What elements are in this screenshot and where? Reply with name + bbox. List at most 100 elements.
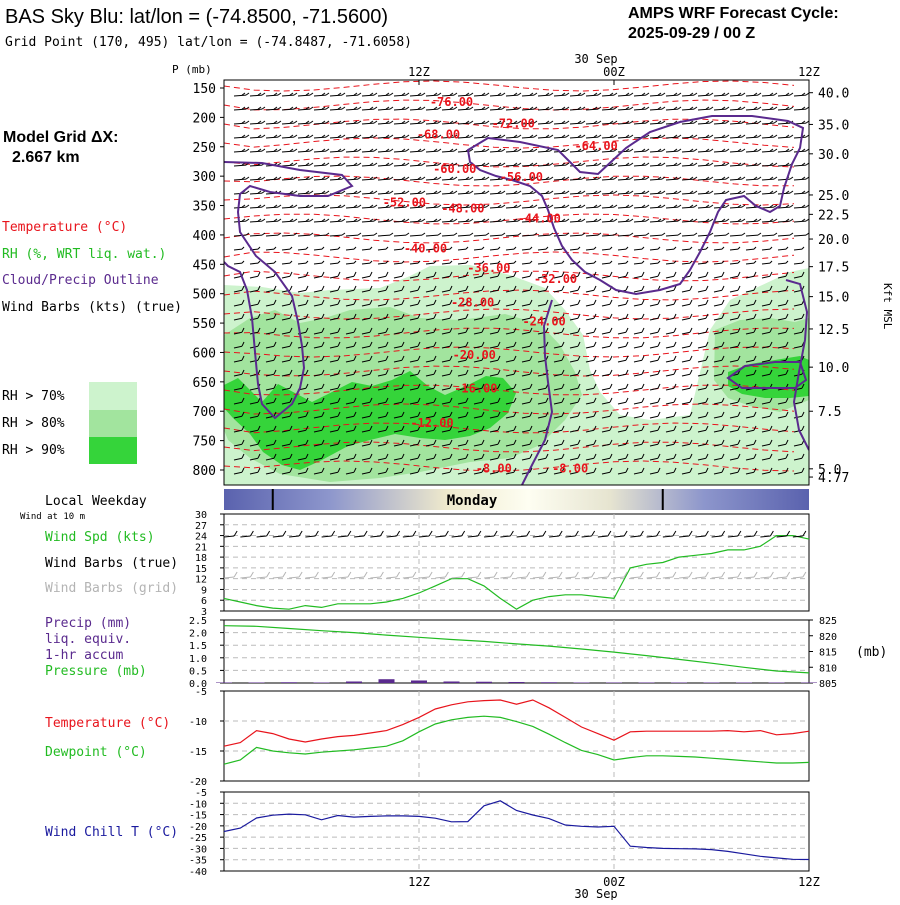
isotherm-label: -40.00 (404, 241, 447, 255)
wind-barb (393, 150, 407, 153)
wind-barb-flag (373, 176, 378, 180)
wind-barb-flag (609, 369, 613, 375)
wind-barb-flag (549, 204, 554, 208)
wind-barb (489, 275, 499, 279)
wind-barb-flag (581, 120, 586, 124)
wind-barb-flag (497, 92, 502, 96)
wind-barb (297, 192, 311, 195)
wind-barb-flag (741, 120, 746, 124)
wind-barb-flag (769, 453, 773, 459)
wind-barb (489, 262, 499, 265)
wind-barb (649, 429, 659, 433)
wind-barb-flag (417, 397, 421, 403)
wind-barb-grid (630, 576, 641, 579)
wind-barb-flag (437, 92, 442, 96)
wind-barb (681, 94, 695, 97)
wind-barb-flag (417, 92, 422, 96)
wind-barb-flag (689, 106, 694, 110)
wind-barb (281, 178, 295, 181)
wind-barb-flag (321, 190, 326, 194)
wind-barb-flag (433, 425, 437, 431)
wind-barb (745, 317, 755, 321)
isotherm-line (224, 99, 795, 111)
wind-barb-flag (469, 218, 474, 222)
wind-barb-flag (453, 176, 458, 180)
wind-barb (489, 206, 503, 209)
wind-barb-flag (773, 134, 778, 138)
wind-barb-flag (597, 134, 602, 138)
wind-barb-flag (497, 246, 501, 250)
wind-barb-flag (529, 190, 534, 194)
wind-barb-flag (549, 232, 554, 236)
wind-barb (601, 345, 611, 349)
isotherm-line (224, 441, 795, 453)
wind-barb (729, 122, 743, 125)
wind-barb-flag (401, 327, 405, 333)
wind-barb-flag (417, 383, 421, 389)
wind-barb-flag (321, 176, 326, 180)
wind-barb-flag (545, 439, 549, 445)
pressure-tick-label: 450 (193, 258, 216, 273)
wind-barb (329, 150, 343, 153)
wind-barb-true (695, 535, 706, 538)
precip-liq-label: liq. equiv. (45, 632, 131, 647)
isotherm-label: -32.00 (534, 272, 577, 286)
wind-barb-flag (465, 397, 469, 403)
wind-barb (553, 136, 567, 139)
wind-barb-flag (273, 246, 277, 250)
wind-barb-flag (561, 120, 566, 124)
wind-barb (697, 94, 711, 97)
y-tick-label: 30 (195, 510, 207, 521)
wind-barb-flag (593, 271, 597, 277)
wind-barb (697, 289, 707, 293)
wind-barb (393, 359, 403, 363)
wind-barb-flag (449, 453, 453, 459)
wind-barb-flag (337, 299, 341, 305)
wind-barb (441, 178, 455, 181)
wind-barb-flag (721, 285, 725, 291)
wind-barb-flag (801, 327, 805, 333)
pressure-label: Pressure (mb) (45, 664, 147, 679)
wind-barb-flag (625, 176, 630, 180)
wind-barb (505, 248, 515, 251)
wind-barb-flag (369, 397, 373, 403)
wind-barb-flag (689, 369, 693, 375)
wind-barb (601, 471, 611, 475)
wind-barb-flag (545, 271, 549, 277)
wind-barb (249, 108, 263, 111)
wind-barb-flag (357, 162, 362, 166)
wind-barb (681, 471, 691, 475)
wind-barb-flag (257, 204, 262, 208)
wind-barb (777, 345, 787, 349)
wind-barb-flag (321, 355, 325, 361)
wind-barb-flag (773, 190, 778, 194)
wind-barb (793, 471, 803, 475)
wind-barb-flag (545, 260, 549, 264)
wind-barb-flag (657, 92, 662, 96)
wind-barb (313, 345, 323, 349)
wind-barb (649, 206, 663, 209)
wind-barb (329, 331, 339, 335)
wind-barb (793, 164, 807, 167)
wind-barb-flag (725, 134, 730, 138)
wind-barb-flag (293, 204, 298, 208)
wind-barb-flag (753, 453, 757, 459)
wind-barb-flag (421, 232, 426, 236)
wind-barb (521, 331, 531, 335)
wind-barb (537, 317, 547, 321)
wind-barb-flag (373, 106, 378, 110)
wind-barb-flag (641, 260, 645, 264)
wind-barb (473, 401, 483, 405)
wind-barb (409, 150, 423, 153)
wind-barb-flag (705, 190, 710, 194)
wind-barb-flag (549, 190, 554, 194)
wind-barb (313, 94, 327, 97)
wind-barb-true-flag (656, 530, 661, 537)
wind-barb-flag (245, 120, 250, 124)
y-tick-label: 21 (195, 542, 207, 553)
wind-barb-flag (789, 232, 794, 236)
rh90-label: RH > 90% (2, 443, 65, 458)
wind-barb (489, 331, 499, 335)
wind-barb-flag (309, 148, 314, 152)
wind-barb (249, 192, 263, 195)
